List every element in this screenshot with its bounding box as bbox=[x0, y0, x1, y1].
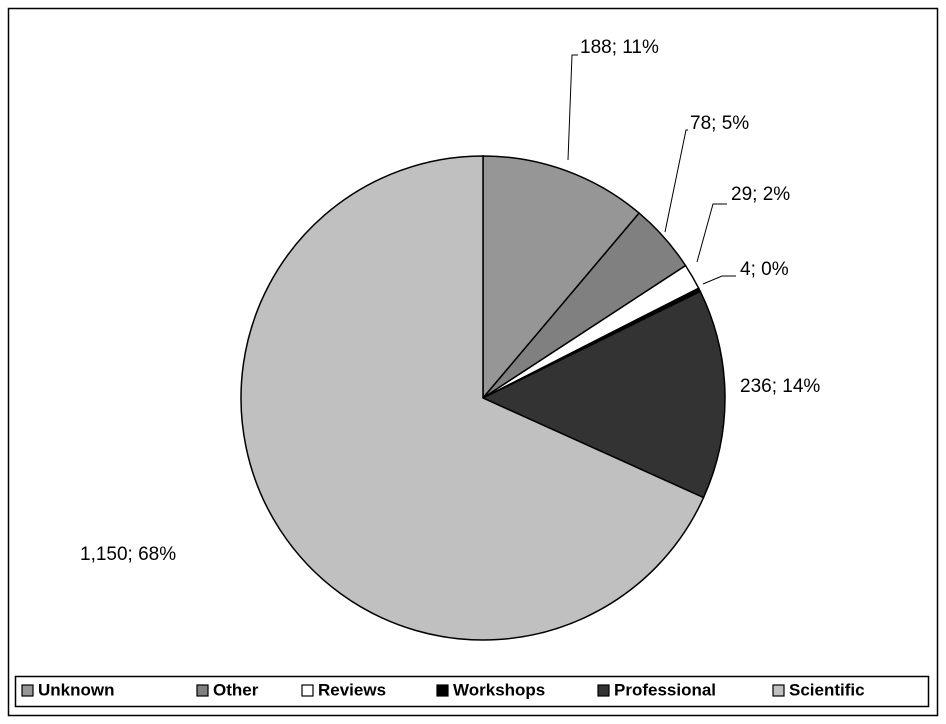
legend-label: Other bbox=[213, 680, 259, 699]
legend-swatch bbox=[436, 684, 449, 697]
data-label: 188; 11% bbox=[580, 37, 659, 58]
leader-line bbox=[664, 129, 688, 233]
pie-slice bbox=[240, 155, 705, 641]
legend-swatch bbox=[196, 684, 209, 697]
legend-label: Reviews bbox=[318, 680, 386, 699]
data-label: 29; 2% bbox=[731, 184, 790, 205]
legend-label: Professional bbox=[614, 680, 716, 699]
data-label: 1,150; 68% bbox=[80, 544, 176, 565]
leader-line bbox=[702, 275, 736, 285]
legend-label: Unknown bbox=[38, 680, 115, 699]
pie-slice bbox=[481, 290, 726, 499]
legend-swatch bbox=[597, 684, 610, 697]
legend-label: Scientific bbox=[789, 680, 865, 699]
data-label: 236; 14% bbox=[740, 376, 820, 397]
legend-swatch bbox=[301, 684, 314, 697]
data-label: 78; 5% bbox=[690, 113, 749, 134]
leader-line bbox=[567, 54, 578, 161]
legend-swatch bbox=[772, 684, 785, 697]
legend-label: Workshops bbox=[453, 680, 545, 699]
pie-slice bbox=[482, 155, 641, 401]
data-label: 4; 0% bbox=[740, 259, 789, 280]
leader-line bbox=[696, 203, 727, 263]
legend-swatch bbox=[21, 684, 34, 697]
